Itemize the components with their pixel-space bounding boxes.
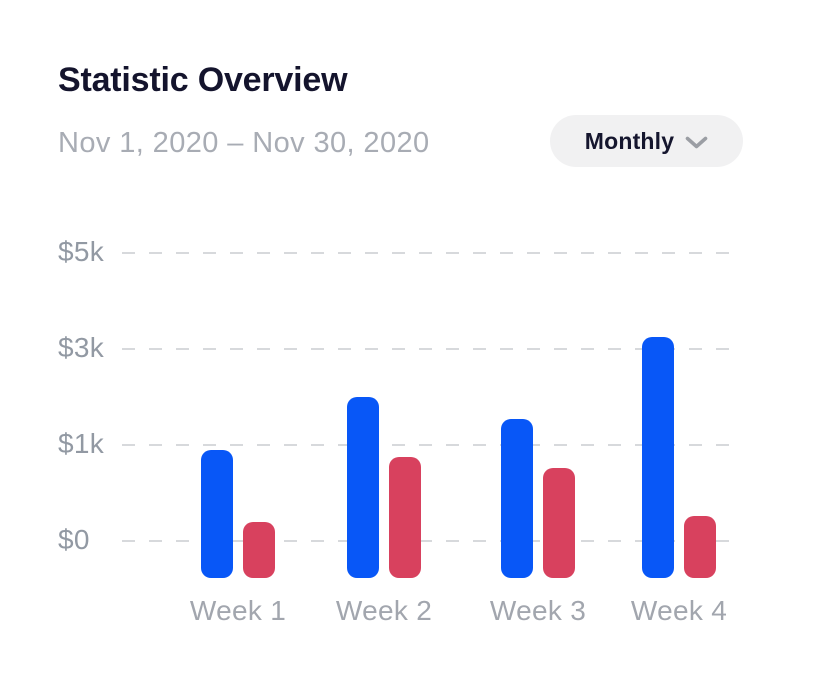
y-axis-label: $3k bbox=[58, 332, 105, 363]
bar-week-4-red[interactable] bbox=[684, 516, 716, 578]
y-axis-label: $0 bbox=[58, 524, 90, 555]
x-axis-label: Week 4 bbox=[630, 595, 728, 626]
bar-week-3-red[interactable] bbox=[543, 468, 575, 578]
bar-week-2-blue[interactable] bbox=[347, 397, 379, 578]
bar-week-4-blue[interactable] bbox=[642, 337, 674, 578]
bar-week-1-blue[interactable] bbox=[201, 450, 233, 578]
page-title: Statistic Overview bbox=[58, 61, 348, 99]
period-dropdown[interactable]: Monthly bbox=[550, 115, 743, 167]
x-axis-label: Week 2 bbox=[335, 595, 433, 626]
period-dropdown-label: Monthly bbox=[584, 127, 675, 154]
gridline bbox=[122, 252, 743, 254]
y-axis-label: $1k bbox=[58, 428, 105, 459]
chevron-down-icon bbox=[685, 136, 708, 148]
bar-week-3-blue[interactable] bbox=[501, 419, 533, 578]
bar-week-2-red[interactable] bbox=[389, 457, 421, 578]
y-axis-label: $5k bbox=[58, 236, 105, 267]
date-range: Nov 1, 2020 – Nov 30, 2020 bbox=[58, 127, 430, 159]
gridline bbox=[122, 540, 743, 542]
x-axis-label: Week 1 bbox=[189, 595, 287, 626]
gridline bbox=[122, 444, 743, 446]
gridline bbox=[122, 348, 743, 350]
bar-week-1-red[interactable] bbox=[243, 522, 275, 578]
x-axis-label: Week 3 bbox=[489, 595, 587, 626]
